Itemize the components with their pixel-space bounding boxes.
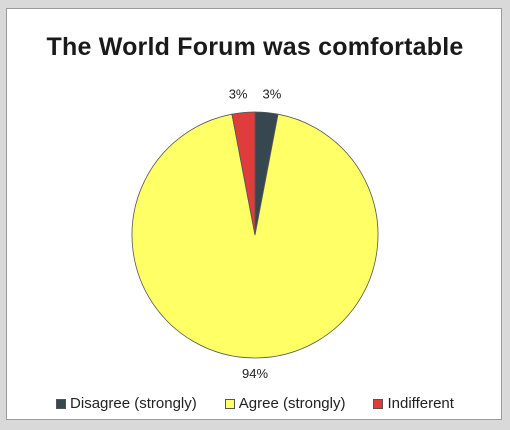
label-disagree: 3% [262,87,281,102]
legend-label-indifferent: Indifferent [387,395,454,412]
chart-card: The World Forum was comfortable 3% 94% 3% … [6,8,502,420]
chart-legend: Disagree (strongly) Agree (strongly) Ind… [7,395,503,412]
legend-swatch-disagree [56,398,67,409]
legend-item-disagree: Disagree (strongly) [56,395,197,412]
legend-label-agree: Agree (strongly) [238,395,346,412]
slice-agree [131,113,379,359]
legend-label-disagree: Disagree (strongly) [70,395,197,412]
legend-swatch-indifferent [373,398,384,409]
label-indifferent: 3% [229,87,248,102]
legend-swatch-agree [224,398,235,409]
slice-indifferent [231,111,256,236]
chart-title: The World Forum was comfortable [46,33,464,61]
legend-item-indifferent: Indifferent [373,395,454,412]
label-agree: 94% [242,366,268,381]
legend-item-agree: Agree (strongly) [224,395,346,412]
pie-chart: 3% 94% 3% [131,87,379,381]
